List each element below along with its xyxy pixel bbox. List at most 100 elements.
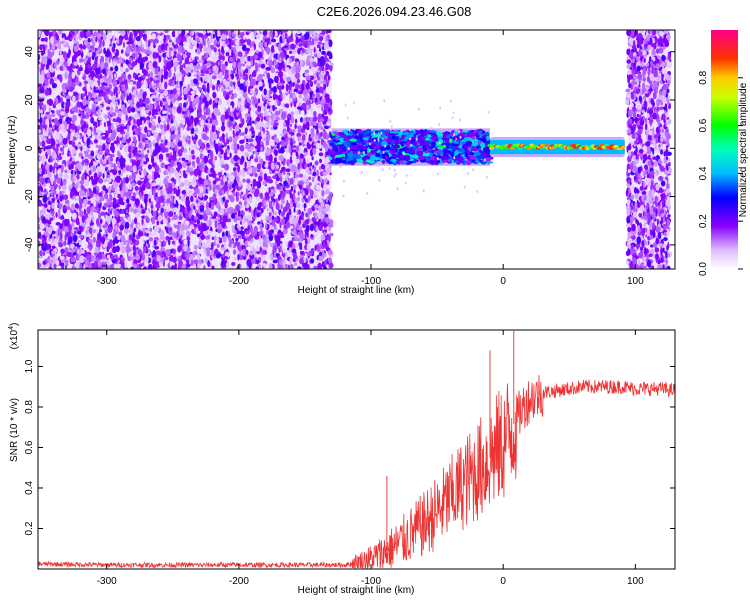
noise-blob <box>271 38 277 43</box>
noise-blob <box>53 237 59 244</box>
noise-blob <box>150 200 153 207</box>
noise-blob <box>169 200 174 209</box>
noise-blob <box>209 65 212 70</box>
noise-blob <box>70 102 74 108</box>
noise-blob <box>289 123 292 128</box>
noise-blob <box>250 46 253 52</box>
noise-blob <box>203 265 206 269</box>
noise-blob <box>99 218 103 224</box>
noise-blob <box>59 56 62 64</box>
noise-blob <box>282 73 287 80</box>
noise-blob <box>299 250 305 255</box>
noise-blob <box>62 51 67 59</box>
noise-blob <box>121 257 125 264</box>
noise-blob <box>125 114 128 121</box>
noise-blob <box>256 251 261 255</box>
noise-blob <box>169 141 176 149</box>
noise-blob <box>41 31 45 37</box>
noise-blob <box>248 85 254 89</box>
noise-blob <box>120 165 124 170</box>
noise-blob <box>254 172 258 178</box>
noise-blob <box>67 120 71 125</box>
noise-blob <box>90 116 95 124</box>
noise-blob <box>71 157 75 163</box>
noise-blob <box>255 259 260 265</box>
noise-blob <box>291 237 295 242</box>
noise-blob <box>230 111 234 118</box>
noise-blob <box>140 125 145 134</box>
noise-blob <box>186 246 191 253</box>
noise-blob <box>296 209 299 216</box>
noise-blob <box>133 227 137 233</box>
noise-blob <box>311 87 314 92</box>
noise-blob <box>324 53 327 61</box>
noise-blob <box>93 161 96 166</box>
noise-blob <box>135 212 141 219</box>
noise-blob <box>114 224 118 232</box>
noise-blob <box>173 106 176 111</box>
noise-blob <box>207 74 213 82</box>
noise-blob <box>149 147 153 156</box>
noise-blob <box>112 197 117 204</box>
noise-blob <box>47 178 51 184</box>
noise-blob <box>168 238 171 246</box>
noise-blob <box>242 178 246 183</box>
noise-blob <box>40 129 43 135</box>
noise-blob <box>314 53 318 58</box>
noise-blob <box>216 127 221 132</box>
noise-blob <box>53 76 58 82</box>
noise-blob <box>283 180 288 187</box>
noise-blob <box>294 123 297 130</box>
noise-blob <box>233 257 237 261</box>
noise-blob <box>179 119 183 124</box>
noise-blob <box>196 147 199 151</box>
noise-blob <box>238 123 243 128</box>
noise-blob <box>310 106 314 114</box>
noise-blob <box>189 44 194 50</box>
noise-blob <box>75 253 80 261</box>
noise-blob <box>309 91 313 99</box>
noise-blob <box>87 52 91 57</box>
noise-blob <box>103 47 107 55</box>
noise-blob <box>105 106 111 111</box>
noise-blob <box>87 37 91 43</box>
noise-blob <box>194 208 198 214</box>
noise-blob <box>151 170 155 176</box>
noise-blob <box>55 222 61 226</box>
noise-blob <box>175 84 180 89</box>
noise-blob <box>58 242 64 248</box>
noise-blob <box>168 217 171 224</box>
noise-blob <box>265 222 268 229</box>
noise-blob <box>49 248 52 255</box>
noise-blob <box>49 129 53 134</box>
noise-blob <box>282 91 286 100</box>
noise-blob <box>277 194 281 201</box>
noise-blob <box>225 230 229 237</box>
noise-blob <box>305 212 309 218</box>
noise-blob <box>297 266 302 269</box>
noise-blob <box>114 65 119 72</box>
noise-blob <box>106 254 111 259</box>
chart-title: C2E6.2026.094.23.46.G08 <box>317 4 472 19</box>
noise-blob <box>178 178 182 186</box>
noise-blob <box>311 156 314 161</box>
noise-blob <box>70 203 76 211</box>
noise-blob <box>204 257 208 265</box>
noise-blob <box>251 34 256 38</box>
noise-blob <box>173 48 177 52</box>
noise-blob <box>158 132 162 138</box>
noise-blob <box>229 152 232 159</box>
noise-blob <box>328 226 331 232</box>
noise-blob <box>85 166 89 174</box>
noise-blob <box>296 78 301 84</box>
noise-blob <box>146 149 150 154</box>
noise-blob <box>280 84 285 90</box>
noise-blob <box>55 212 58 218</box>
noise-blob <box>99 221 102 230</box>
noise-blob <box>84 244 87 250</box>
noise-blob <box>115 105 119 113</box>
noise-blob <box>308 176 312 181</box>
noise-blob <box>310 234 314 238</box>
noise-blob <box>313 231 318 237</box>
